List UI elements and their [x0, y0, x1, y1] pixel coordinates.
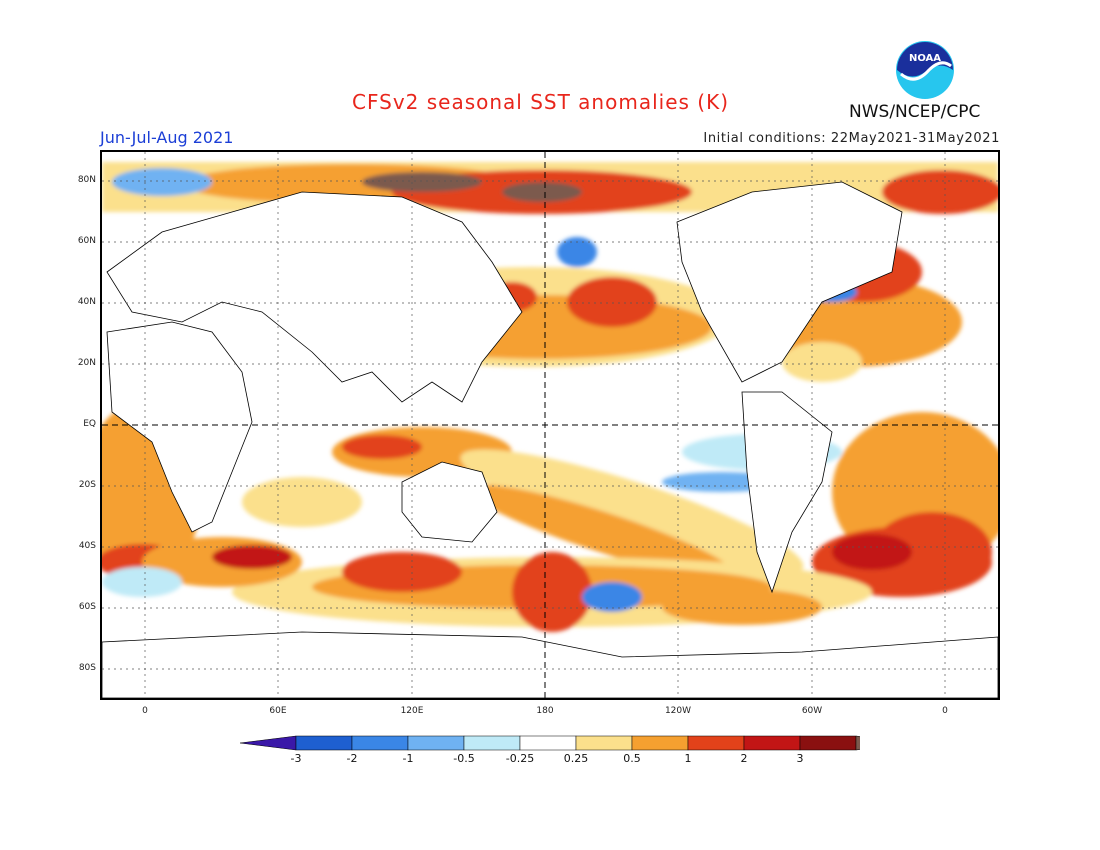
lat-label: 80N — [77, 175, 96, 185]
graticule — [102, 152, 998, 698]
noaa-logo: NOAA — [896, 41, 954, 99]
logo-lettering: NOAA — [909, 53, 941, 64]
lat-label: 20N — [77, 358, 96, 368]
forecast-period: Jun-Jul-Aug 2021 — [100, 128, 234, 147]
colorbar-tick-label: 1 — [684, 752, 692, 765]
colorbar-tick-label: -0.25 — [505, 752, 535, 765]
colorbar — [240, 735, 860, 751]
colorbar-swatch — [519, 735, 577, 751]
sst-anomaly-map — [100, 150, 1000, 700]
colorbar-tick-label: 0.5 — [623, 752, 641, 765]
colorbar-swatch — [743, 735, 801, 751]
colorbar-tick-label: 0.25 — [563, 752, 589, 765]
colorbar-tick-label: -2 — [346, 752, 358, 765]
colorbar-tick-label: -3 — [290, 752, 302, 765]
colorbar-tick-label: -1 — [402, 752, 414, 765]
colorbar-swatch — [631, 735, 689, 751]
lat-label: 80S — [78, 663, 96, 673]
colorbar-swatch — [687, 735, 745, 751]
lon-label: 180 — [536, 706, 554, 716]
colorbar-swatch — [463, 735, 521, 751]
lat-label: 60S — [78, 602, 96, 612]
lat-label: 40S — [78, 541, 96, 551]
lon-label: 120W — [664, 706, 692, 716]
lon-label: 60W — [801, 706, 823, 716]
lat-label: 40N — [77, 297, 96, 307]
agency-label: NWS/NCEP/CPC — [849, 102, 981, 122]
lat-label: EQ — [83, 419, 96, 429]
colorbar-end-low — [240, 735, 297, 751]
colorbar-swatch — [799, 735, 857, 751]
lat-label: 60N — [77, 236, 96, 246]
map-canvas — [102, 152, 998, 698]
colorbar-swatch — [351, 735, 409, 751]
initial-conditions: Initial conditions: 22May2021-31May2021 — [703, 131, 1000, 146]
colorbar-tick-label: -0.5 — [453, 752, 475, 765]
reference-lines — [102, 152, 998, 698]
colorbar-tick-label: 2 — [740, 752, 748, 765]
map-title: CFSv2 seasonal SST anomalies (K) — [352, 90, 729, 114]
lon-label: 0 — [142, 706, 148, 716]
lon-label: 0 — [942, 706, 948, 716]
colorbar-end-high — [855, 735, 860, 751]
colorbar-swatch — [407, 735, 465, 751]
colorbar-swatch — [575, 735, 633, 751]
lon-label: 120E — [400, 706, 424, 716]
continent-outlines — [102, 181, 998, 698]
colorbar-swatch — [295, 735, 353, 751]
colorbar-tick-label: 3 — [796, 752, 804, 765]
lat-label: 20S — [78, 480, 96, 490]
lon-label: 60E — [269, 706, 287, 716]
